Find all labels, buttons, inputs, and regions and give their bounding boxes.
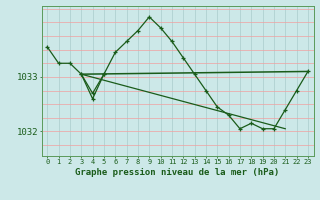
X-axis label: Graphe pression niveau de la mer (hPa): Graphe pression niveau de la mer (hPa)	[76, 168, 280, 177]
